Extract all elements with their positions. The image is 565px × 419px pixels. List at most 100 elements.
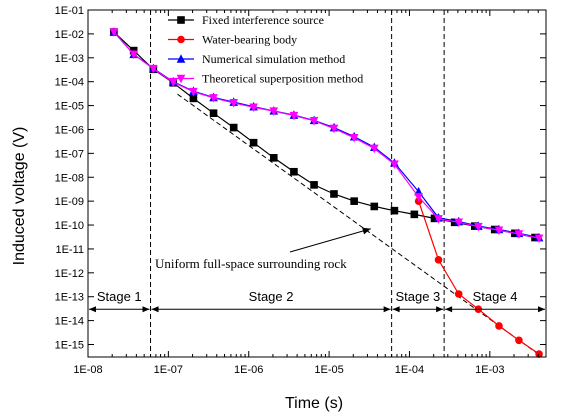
uniform-rock-dashed-line	[177, 93, 543, 358]
data-point-square	[310, 181, 318, 189]
annotation-arrow-head	[362, 227, 371, 235]
stage-arrow-head	[151, 306, 159, 313]
data-point-circle	[495, 322, 503, 330]
stage-arrow-head	[142, 306, 150, 313]
series-4	[109, 28, 544, 244]
data-point-triangle-down	[369, 144, 379, 154]
stage-label: Stage 4	[473, 289, 518, 304]
legend-entry: Theoretical superposition method	[168, 72, 363, 86]
data-point-triangle-down	[289, 111, 299, 121]
stage-arrow-head	[392, 306, 400, 313]
stage-arrow-head	[445, 306, 453, 313]
data-point-square	[209, 109, 218, 117]
data-point-square	[229, 123, 238, 132]
data-point-triangle-down	[494, 226, 504, 236]
y-tick-label: 1E-11	[55, 244, 84, 256]
data-point-triangle-down	[514, 230, 524, 239]
data-point-circle	[535, 350, 543, 358]
data-point-triangle-down	[176, 74, 186, 84]
y-tick-label: 1E-13	[55, 292, 84, 304]
stage-marker: Stage 1	[89, 289, 150, 313]
data-point-circle	[434, 256, 443, 264]
stage-marker: Stage 2	[151, 289, 391, 313]
data-point-square	[177, 16, 185, 24]
annotation-arrow-line	[289, 228, 371, 253]
data-point-square	[189, 94, 198, 103]
y-tick-label: 1E-06	[55, 124, 84, 136]
x-tick-label: 1E-03	[475, 364, 504, 376]
data-point-triangle-down	[309, 117, 319, 126]
series-line	[113, 31, 540, 239]
y-tick-label: 1E-03	[55, 53, 84, 65]
y-tick-label: 1E-10	[55, 220, 84, 232]
data-point-triangle-down	[454, 218, 464, 228]
data-point-triangle-down	[229, 99, 238, 108]
y-tick-label: 1E-09	[55, 196, 84, 208]
data-point-square	[450, 218, 459, 227]
data-point-square	[410, 210, 419, 219]
data-point-triangle-down	[329, 124, 339, 134]
legend-label: Fixed interference source	[202, 13, 324, 27]
data-point-square	[249, 138, 258, 147]
data-point-triangle-down	[390, 160, 399, 170]
legend: Fixed interference source Water-bearing b…	[168, 13, 363, 86]
legend-label: Water-bearing body	[202, 33, 297, 47]
data-point-square	[290, 167, 298, 176]
data-point-triangle-down	[534, 234, 544, 244]
data-point-triangle-down	[269, 107, 279, 117]
stage-label: Stage 3	[395, 289, 440, 304]
stage-label: Stage 2	[249, 289, 294, 304]
y-tick-label: 1E-02	[55, 29, 84, 41]
legend-label: Numerical simulation method	[202, 52, 345, 66]
stage-arrow-head	[538, 306, 545, 313]
series-group	[109, 27, 544, 358]
stage-marker: Stage 3	[392, 289, 444, 313]
data-point-circle	[454, 290, 463, 298]
x-tick-label: 1E-08	[73, 364, 102, 376]
y-tick-label: 1E-15	[55, 340, 84, 352]
data-point-triangle-down	[129, 50, 138, 60]
data-point-circle	[515, 336, 523, 345]
data-point-triangle-down	[189, 87, 198, 97]
data-point-square	[370, 202, 379, 211]
y-tick-label: 1E-08	[55, 172, 84, 184]
legend-entry: Water-bearing body	[168, 33, 297, 47]
data-point-triangle-down	[434, 215, 443, 224]
data-point-triangle-down	[149, 64, 158, 74]
legend-entry: Fixed interference source	[168, 13, 324, 27]
x-axis-label: Time (s)	[285, 395, 343, 412]
data-point-triangle-down	[474, 222, 483, 232]
data-point-triangle-down	[349, 133, 359, 143]
y-axis-label: Induced voltage (V)	[11, 127, 28, 266]
stage-label: Stage 1	[97, 289, 142, 304]
y-tick-label: 1E-04	[55, 77, 84, 89]
y-tick-label: 1E-07	[55, 148, 84, 160]
data-point-triangle-down	[109, 28, 119, 37]
legend-label: Theoretical superposition method	[202, 72, 363, 86]
y-tick-label: 1E-14	[55, 316, 84, 328]
data-point-square	[430, 214, 439, 223]
stage-arrow-head	[89, 306, 96, 313]
data-point-square	[390, 206, 399, 215]
data-point-triangle-down	[168, 78, 178, 88]
x-tick-label: 1E-07	[154, 364, 183, 376]
data-point-triangle-down	[414, 193, 423, 202]
y-tick-label: 1E-05	[55, 101, 84, 113]
data-point-circle	[177, 35, 185, 44]
y-tick-label: 1E-01	[55, 5, 84, 17]
y-tick-label: 1E-12	[55, 268, 84, 280]
x-tick-label: 1E-04	[395, 364, 424, 376]
data-point-square	[350, 197, 358, 205]
data-point-triangle-up	[176, 54, 186, 63]
x-tick-label: 1E-06	[234, 364, 263, 376]
x-tick-label: 1E-05	[314, 364, 343, 376]
stage-arrow-head	[436, 306, 444, 313]
data-point-triangle-down	[209, 94, 218, 103]
data-point-square	[330, 190, 338, 198]
legend-entry: Numerical simulation method	[168, 52, 345, 66]
annotation-text: Uniform full-space surrounding rock	[155, 256, 347, 271]
axes: 1E-08 1E-07 1E-06 1E-05 1E-04 1E-03 1E-15 1E-14…	[55, 5, 547, 376]
stage-marker: Stage 4	[445, 289, 545, 313]
annotations: Uniform full-space surrounding rock Stage…	[89, 227, 545, 313]
